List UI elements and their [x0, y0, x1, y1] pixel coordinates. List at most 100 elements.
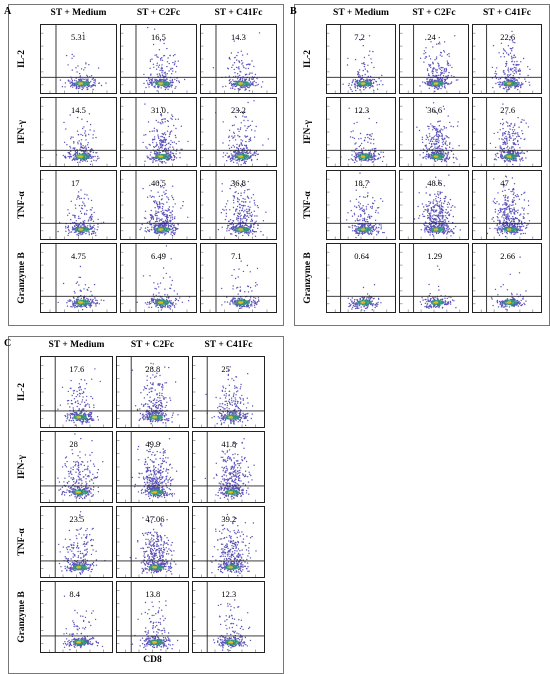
event-dot — [228, 156, 231, 158]
density-hotspot — [360, 155, 366, 158]
event-dot — [372, 154, 375, 156]
event-dot — [241, 78, 244, 80]
event-dot — [160, 59, 162, 61]
event-dot — [161, 74, 164, 76]
event-dot — [257, 206, 259, 209]
event-dot — [156, 201, 158, 203]
event-dot — [163, 39, 165, 41]
event-dot — [86, 160, 89, 162]
scatter-svg — [201, 171, 276, 239]
event-dot — [171, 210, 173, 212]
scatter-svg — [400, 98, 468, 166]
event-dot — [245, 67, 247, 70]
event-dot — [144, 302, 147, 304]
event-dot — [100, 299, 102, 301]
event-dot — [248, 79, 250, 81]
event-dot — [70, 85, 72, 88]
event-dot — [93, 130, 95, 132]
event-dot — [73, 142, 75, 144]
event-dot — [87, 304, 90, 306]
event-dot — [353, 137, 356, 140]
event-dot — [170, 67, 172, 69]
event-dot — [246, 135, 249, 137]
event-dot — [242, 201, 245, 203]
event-dot — [434, 79, 436, 81]
event-dot — [84, 147, 86, 149]
event-dot — [246, 195, 249, 197]
event-dot — [174, 60, 176, 62]
event-dot — [257, 83, 259, 86]
event-dot — [236, 208, 238, 210]
event-dot — [247, 119, 249, 122]
event-dot — [229, 303, 231, 306]
event-dot — [155, 152, 157, 155]
event-dot — [494, 153, 497, 156]
event-dot — [97, 67, 100, 69]
event-dot — [82, 145, 84, 147]
event-dot — [89, 163, 92, 166]
event-dot — [222, 156, 224, 158]
event-dot — [161, 198, 163, 200]
event-dot — [182, 205, 184, 207]
flow-plot: 16.5 — [120, 24, 197, 94]
event-dot — [150, 151, 152, 153]
event-dot — [242, 62, 244, 64]
event-dot — [500, 84, 503, 86]
event-dot — [222, 208, 224, 211]
panel-letter: A — [4, 6, 12, 17]
event-dot — [425, 134, 428, 136]
event-dot — [233, 213, 235, 216]
event-dot — [173, 290, 175, 292]
event-dot — [236, 146, 238, 149]
event-dot — [363, 147, 365, 149]
event-dot — [164, 150, 166, 153]
event-dot — [422, 152, 424, 154]
event-dot — [365, 152, 367, 155]
event-dot — [228, 136, 230, 139]
event-dot — [94, 80, 97, 82]
event-dot — [240, 139, 242, 141]
event-dot — [170, 86, 173, 88]
event-dot — [424, 156, 426, 158]
event-dot — [515, 160, 518, 162]
event-dot — [157, 134, 159, 136]
event-dot — [75, 80, 77, 82]
event-dot — [249, 201, 251, 203]
event-dot — [231, 66, 233, 69]
event-dot — [72, 228, 74, 231]
event-dot — [254, 306, 256, 308]
event-dot — [187, 300, 190, 302]
event-dot — [85, 213, 88, 215]
event-dot — [507, 45, 510, 47]
event-dot — [502, 143, 504, 146]
event-dot — [240, 192, 242, 194]
density-hotspot — [158, 228, 164, 231]
event-dot — [92, 226, 94, 229]
event-dot — [244, 161, 246, 164]
event-dot — [370, 142, 372, 144]
event-dot — [354, 58, 357, 61]
event-dot — [436, 147, 438, 150]
event-dot — [75, 282, 77, 284]
event-dot — [507, 145, 509, 147]
flow-plot: 14.5 — [40, 97, 117, 167]
event-dot — [246, 127, 248, 129]
event-dot — [380, 226, 382, 228]
event-dot — [246, 53, 249, 55]
event-dot — [170, 68, 172, 71]
event-dot — [447, 62, 449, 64]
event-dot — [445, 147, 447, 149]
event-dot — [348, 159, 350, 161]
event-dot — [234, 304, 236, 306]
event-dot — [161, 57, 163, 59]
event-dot — [351, 154, 353, 156]
event-dot — [368, 79, 371, 82]
event-dot — [229, 157, 232, 160]
event-dot — [246, 208, 248, 210]
event-dot — [509, 47, 512, 50]
event-dot — [432, 61, 434, 63]
event-dot — [222, 142, 224, 144]
event-dot — [450, 81, 453, 83]
density-hotspot — [238, 155, 244, 158]
event-dot — [232, 86, 234, 88]
